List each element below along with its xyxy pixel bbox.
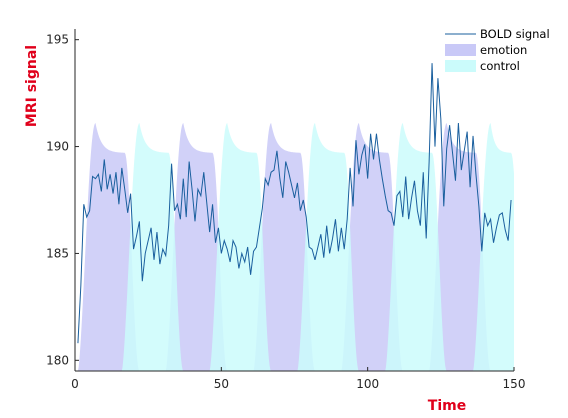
legend-swatch bbox=[445, 60, 476, 72]
legend-swatch bbox=[445, 44, 476, 56]
x-tick-label: 150 bbox=[503, 377, 526, 391]
y-tick-label: 195 bbox=[46, 33, 69, 47]
y-tick-label: 190 bbox=[46, 140, 69, 154]
x-tick-label: 0 bbox=[71, 377, 79, 391]
legend-label: control bbox=[480, 59, 520, 73]
control-block-2 bbox=[209, 123, 272, 371]
y-tick-label: 180 bbox=[46, 353, 69, 367]
emotion-block-2 bbox=[165, 123, 228, 371]
legend-item-bold-signal: BOLD signal bbox=[445, 27, 550, 41]
control-block-5 bbox=[473, 123, 514, 371]
emotion-block-3 bbox=[253, 123, 315, 371]
y-tick-label: 185 bbox=[46, 246, 69, 260]
x-axis-label: Time bbox=[428, 398, 466, 414]
control-block-3 bbox=[297, 123, 359, 371]
axes: 0 50 100 150 180 185 190 195 bbox=[46, 29, 525, 391]
legend-item-emotion: emotion bbox=[445, 43, 527, 57]
legend-label: emotion bbox=[480, 43, 527, 57]
legend-label: BOLD signal bbox=[480, 27, 550, 41]
plot-area bbox=[77, 63, 514, 371]
y-axis-label: MRI signal bbox=[24, 45, 40, 127]
control-block-4 bbox=[385, 123, 447, 371]
legend-item-control: control bbox=[445, 59, 520, 73]
y-ticks: 180 185 190 195 bbox=[46, 33, 79, 367]
legend: BOLD signal emotion control bbox=[445, 27, 550, 73]
bold-signal-line bbox=[77, 63, 512, 344]
x-ticks: 0 50 100 150 bbox=[71, 367, 525, 391]
x-tick-label: 50 bbox=[214, 377, 229, 391]
x-tick-label: 100 bbox=[356, 377, 379, 391]
emotion-block-4 bbox=[341, 123, 403, 371]
